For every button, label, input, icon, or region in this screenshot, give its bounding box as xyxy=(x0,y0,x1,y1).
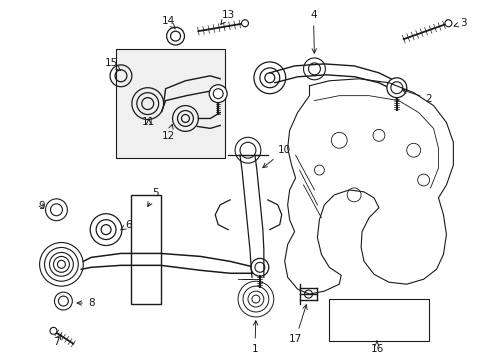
Circle shape xyxy=(386,78,406,98)
Text: 17: 17 xyxy=(288,305,306,344)
Bar xyxy=(328,299,427,341)
Bar xyxy=(131,195,161,304)
Circle shape xyxy=(250,258,268,276)
Text: 5: 5 xyxy=(147,188,159,207)
Text: 16: 16 xyxy=(369,341,383,354)
Text: 3: 3 xyxy=(453,18,466,28)
Text: 2: 2 xyxy=(402,89,431,104)
Text: 8: 8 xyxy=(77,298,94,308)
Text: 1: 1 xyxy=(251,321,258,354)
Text: 11: 11 xyxy=(142,117,155,127)
Circle shape xyxy=(241,20,248,27)
Circle shape xyxy=(50,327,57,334)
Text: 14: 14 xyxy=(162,16,175,29)
Text: 4: 4 xyxy=(309,10,316,53)
Text: 10: 10 xyxy=(263,145,291,168)
Text: 7: 7 xyxy=(53,334,61,347)
Text: 12: 12 xyxy=(162,125,175,141)
Text: 6: 6 xyxy=(120,220,132,230)
Text: 9: 9 xyxy=(38,201,45,211)
Bar xyxy=(116,49,224,158)
Text: 13: 13 xyxy=(221,10,234,24)
Text: 15: 15 xyxy=(104,58,120,71)
Circle shape xyxy=(444,20,451,27)
Circle shape xyxy=(209,85,226,103)
